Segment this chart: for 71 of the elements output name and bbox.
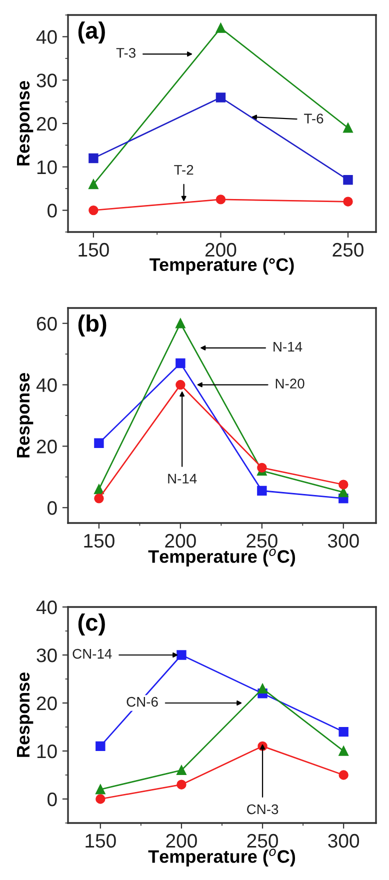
y-tick-label: 10 bbox=[37, 160, 57, 174]
y-tick-label: 60 bbox=[36, 316, 57, 331]
x-tick-label: 300 bbox=[328, 534, 359, 548]
point bbox=[176, 650, 186, 660]
point bbox=[176, 318, 186, 328]
point bbox=[216, 23, 226, 33]
annotation: CN-6 bbox=[126, 696, 158, 707]
y-tick-label: 30 bbox=[36, 648, 57, 662]
x-tick-label: 200 bbox=[166, 834, 197, 848]
annotation: N-14 bbox=[274, 342, 302, 352]
point bbox=[176, 780, 186, 790]
x-tick-label: 150 bbox=[84, 534, 114, 548]
point bbox=[257, 486, 267, 496]
x-tick-label: 250 bbox=[247, 834, 278, 848]
y-tick-label: 40 bbox=[36, 600, 57, 614]
point bbox=[338, 746, 348, 756]
point bbox=[257, 462, 267, 473]
annotation: T-3 bbox=[116, 48, 136, 58]
point bbox=[94, 438, 104, 448]
point bbox=[96, 784, 106, 794]
point bbox=[338, 726, 348, 737]
y-tick-label: 0 bbox=[48, 792, 57, 806]
annotation: T-6 bbox=[304, 114, 324, 124]
point bbox=[96, 741, 106, 752]
point bbox=[176, 358, 186, 368]
x-tick-label: 250 bbox=[332, 242, 364, 257]
annotation: T-2 bbox=[174, 164, 194, 175]
x-tick-label: 150 bbox=[86, 834, 116, 848]
point bbox=[258, 684, 268, 694]
y-tick-label: 0 bbox=[48, 204, 57, 218]
point bbox=[94, 494, 104, 504]
point bbox=[176, 380, 186, 390]
annotation: N-20 bbox=[276, 378, 304, 389]
point bbox=[88, 205, 98, 216]
point bbox=[343, 175, 353, 185]
point bbox=[338, 770, 348, 780]
y-tick-label: 40 bbox=[36, 30, 57, 44]
y-tick-label: 20 bbox=[36, 116, 57, 131]
y-axis-title: Response bbox=[17, 372, 34, 458]
point bbox=[338, 480, 348, 490]
point bbox=[88, 179, 98, 190]
y-tick-label: 0 bbox=[48, 501, 57, 515]
annotation: (c) bbox=[78, 613, 105, 636]
annotation: N-14 bbox=[168, 474, 197, 484]
y-tick-label: 20 bbox=[36, 696, 57, 710]
point bbox=[216, 194, 226, 204]
y-tick-label: 20 bbox=[36, 440, 57, 454]
x-axis-title: Temperature ($^{o}$C) bbox=[148, 548, 296, 566]
x-tick-label: 200 bbox=[165, 534, 196, 548]
x-tick-label: 200 bbox=[205, 242, 236, 257]
x-axis-title: Temperature ($^{o}$C) bbox=[148, 848, 296, 866]
y-tick-label: 40 bbox=[36, 378, 57, 392]
point bbox=[96, 794, 106, 804]
y-tick-label: 30 bbox=[36, 74, 57, 88]
point bbox=[343, 196, 353, 206]
annotation: (a) bbox=[78, 22, 105, 44]
x-axis-title: Temperature (°C) bbox=[150, 258, 294, 275]
point bbox=[176, 765, 186, 776]
annotation: CN-14 bbox=[72, 648, 112, 659]
point bbox=[88, 153, 98, 164]
annotation: CN-3 bbox=[247, 804, 278, 814]
annotation: (b) bbox=[78, 314, 106, 336]
x-tick-label: 250 bbox=[246, 534, 278, 548]
point bbox=[216, 92, 226, 102]
x-tick-label: 300 bbox=[328, 834, 360, 848]
x-tick-label: 150 bbox=[78, 242, 109, 257]
point bbox=[343, 122, 353, 133]
point bbox=[94, 484, 104, 494]
y-axis-title: Response bbox=[17, 80, 34, 166]
y-axis-title: Response bbox=[17, 672, 34, 757]
y-tick-label: 10 bbox=[37, 744, 57, 758]
